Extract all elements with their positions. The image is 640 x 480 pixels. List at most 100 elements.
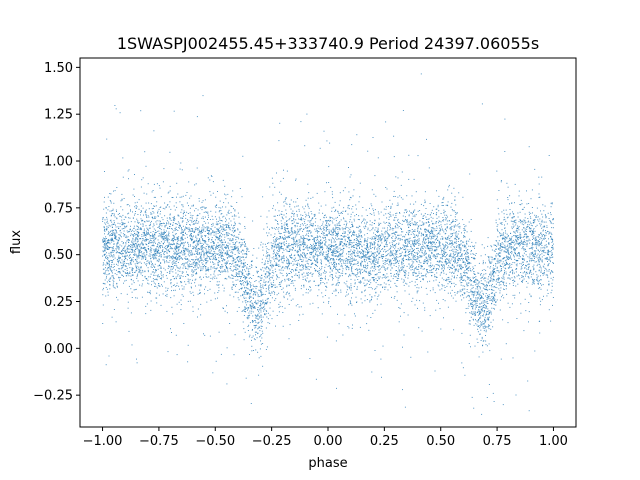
data-point <box>499 262 501 264</box>
data-point <box>529 227 530 228</box>
data-point <box>315 218 317 220</box>
data-point <box>481 244 483 246</box>
data-point <box>321 247 323 248</box>
data-point <box>103 268 105 270</box>
data-point <box>381 238 383 240</box>
data-point <box>505 263 507 265</box>
data-point <box>195 235 197 237</box>
data-point <box>339 261 341 263</box>
data-point <box>208 216 209 218</box>
data-point <box>532 247 534 249</box>
data-point <box>396 223 398 225</box>
data-point <box>233 249 235 251</box>
data-point <box>113 221 115 223</box>
data-point <box>378 240 380 242</box>
data-point <box>478 309 480 310</box>
data-point <box>348 269 350 271</box>
data-point <box>308 212 310 214</box>
data-point <box>152 211 154 212</box>
data-point <box>172 260 174 262</box>
data-point <box>546 270 548 272</box>
data-point <box>343 236 345 237</box>
data-point <box>423 214 425 216</box>
data-point <box>403 334 405 336</box>
data-point <box>213 242 215 244</box>
data-point <box>270 242 272 244</box>
data-point <box>336 283 338 284</box>
data-point <box>163 229 165 231</box>
data-point <box>434 228 436 230</box>
data-point <box>215 268 217 269</box>
data-point <box>530 276 532 278</box>
data-point <box>527 269 529 270</box>
data-point <box>322 272 324 274</box>
data-point <box>134 214 135 216</box>
data-point <box>105 364 107 366</box>
data-point <box>243 277 244 278</box>
data-point <box>452 250 454 252</box>
data-point <box>126 246 128 248</box>
data-point <box>216 228 218 230</box>
data-point <box>468 292 470 293</box>
data-point <box>131 297 133 298</box>
data-point <box>199 266 201 268</box>
data-point <box>237 264 239 266</box>
data-point <box>257 270 259 272</box>
data-point <box>445 241 447 243</box>
data-point <box>153 282 155 284</box>
data-point <box>441 264 442 266</box>
data-point <box>226 254 228 256</box>
data-point <box>226 234 228 236</box>
data-point <box>531 245 533 247</box>
data-point <box>183 230 185 232</box>
data-point <box>454 225 456 227</box>
data-point <box>348 262 350 264</box>
data-point <box>253 320 255 321</box>
data-point <box>334 263 336 265</box>
data-point <box>472 257 474 259</box>
data-point <box>288 232 290 234</box>
data-point <box>462 279 464 281</box>
data-point <box>337 277 339 279</box>
data-point <box>269 314 271 316</box>
data-point <box>463 297 465 299</box>
data-point <box>379 284 381 286</box>
data-point <box>132 280 134 282</box>
data-point <box>290 271 292 272</box>
data-point <box>465 308 467 309</box>
data-point <box>363 265 364 267</box>
data-point <box>470 284 472 286</box>
data-point <box>551 282 553 284</box>
data-point <box>541 213 543 215</box>
data-point <box>127 245 129 247</box>
data-point <box>522 265 524 266</box>
data-point <box>436 212 438 214</box>
data-point <box>383 221 385 223</box>
data-point <box>488 325 490 327</box>
data-point <box>152 245 154 247</box>
data-point <box>377 235 379 237</box>
data-point <box>296 205 298 207</box>
data-point <box>483 293 484 295</box>
data-point <box>135 242 137 244</box>
data-point <box>343 236 345 238</box>
data-point <box>431 249 433 251</box>
data-point <box>340 212 342 214</box>
data-point <box>416 261 418 263</box>
data-point <box>339 221 341 223</box>
data-point <box>480 329 482 331</box>
data-point <box>296 240 297 242</box>
data-point <box>475 279 477 281</box>
data-point <box>426 219 427 220</box>
data-point <box>549 273 551 275</box>
data-point <box>134 271 136 273</box>
data-point <box>230 266 232 267</box>
data-point <box>464 250 466 251</box>
data-point <box>531 225 533 227</box>
data-point <box>154 218 156 219</box>
data-point <box>198 253 200 255</box>
data-point <box>414 237 416 238</box>
data-point <box>118 246 120 248</box>
data-point <box>456 237 458 238</box>
data-point <box>220 267 222 269</box>
